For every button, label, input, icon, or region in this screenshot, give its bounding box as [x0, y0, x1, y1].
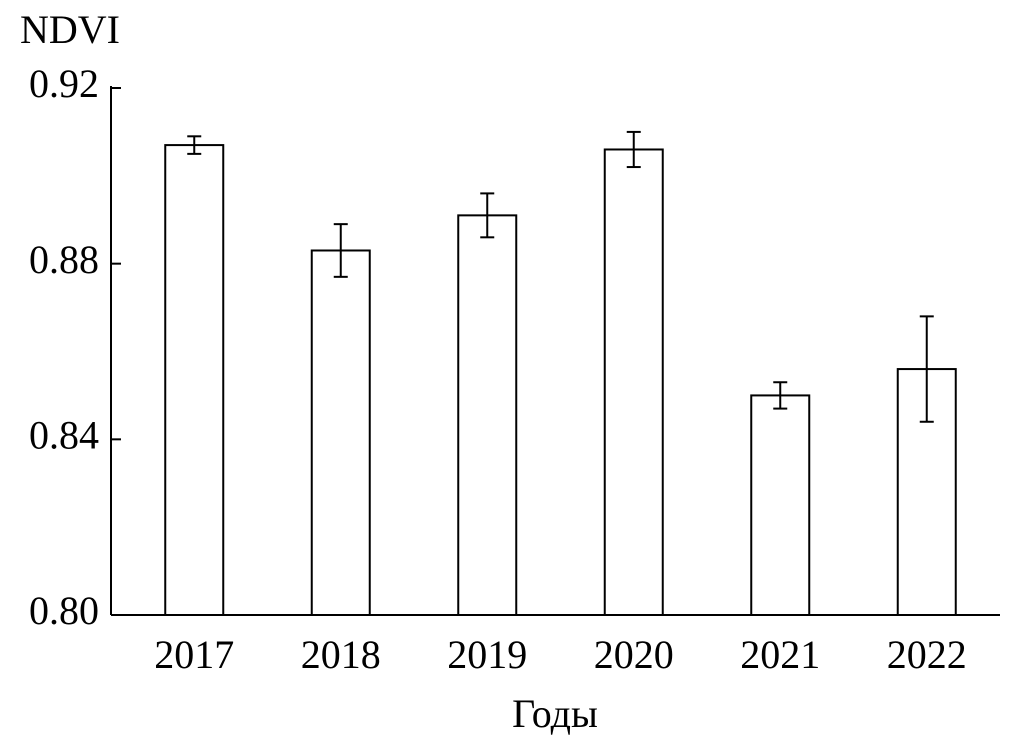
y-axis-label: NDVI: [20, 7, 120, 52]
y-tick-label: 0.88: [29, 237, 99, 282]
bar: [457, 214, 518, 616]
x-tick-label: 2018: [301, 632, 381, 677]
bar: [603, 148, 664, 616]
bar: [164, 144, 225, 616]
y-tick-label: 0.80: [29, 588, 99, 633]
y-tick-label: 0.92: [29, 61, 99, 106]
x-axis-label: Годы: [512, 691, 598, 736]
x-tick-label: 2017: [154, 632, 234, 677]
y-tick-label: 0.84: [29, 413, 99, 458]
x-tick-label: 2020: [594, 632, 674, 677]
bar: [750, 394, 811, 616]
x-tick-label: 2022: [887, 632, 967, 677]
x-tick-label: 2021: [740, 632, 820, 677]
x-tick-label: 2019: [447, 632, 527, 677]
bar: [310, 249, 371, 616]
